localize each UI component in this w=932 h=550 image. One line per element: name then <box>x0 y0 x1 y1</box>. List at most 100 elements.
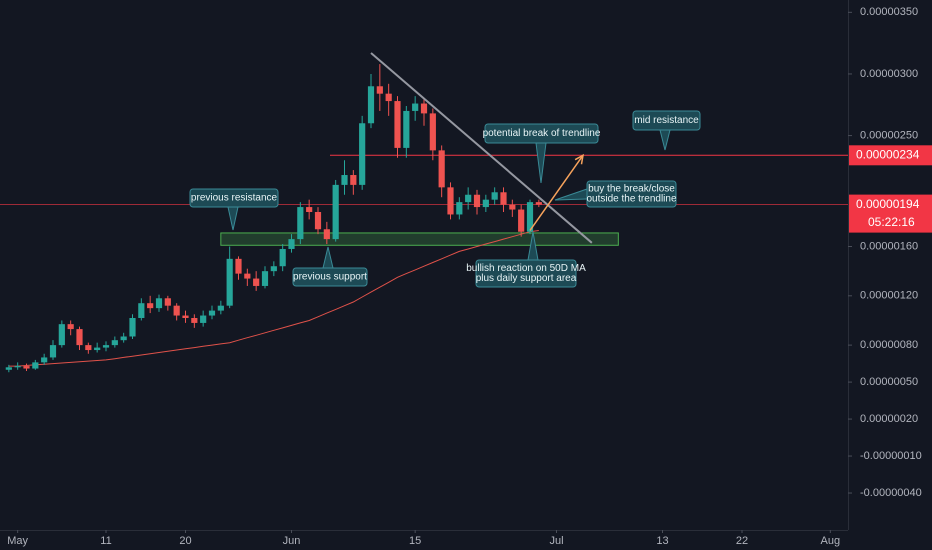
candle-body <box>164 298 171 306</box>
y-tick-label: 0.00000160 <box>860 240 918 252</box>
candle-body <box>182 315 189 318</box>
last-price-label: 0.00000194 <box>856 197 920 211</box>
candle-body <box>226 258 233 306</box>
candle-body <box>412 103 419 111</box>
callout: potential break of trendline <box>483 123 601 184</box>
candle-body <box>306 207 313 212</box>
candle-body <box>49 345 57 358</box>
candle-body <box>138 303 145 318</box>
candle-body <box>288 239 295 249</box>
y-tick-label: -0.00000010 <box>860 450 922 462</box>
callout: mid resistance <box>632 110 701 151</box>
callout-pointer <box>527 231 539 261</box>
y-tick-label: 0.00000120 <box>860 290 918 302</box>
candle-body <box>217 305 224 311</box>
candle-body <box>279 248 286 267</box>
candle-body <box>23 366 30 369</box>
candle-body <box>58 324 65 346</box>
candle-body <box>341 175 348 185</box>
candle-body <box>208 310 216 316</box>
candle-body <box>67 324 74 330</box>
candle-body <box>297 207 304 240</box>
candle-body <box>111 340 118 346</box>
candle-body <box>323 229 330 240</box>
y-tick-label: 0.00000020 <box>860 413 918 425</box>
candle-body <box>147 303 154 309</box>
callout: previous resistance <box>189 188 279 231</box>
callout-box <box>586 180 677 208</box>
y-tick-label: 0.00000350 <box>860 6 918 18</box>
candle-body <box>438 150 445 188</box>
candle-body <box>332 184 339 240</box>
callout-text: mid resistance <box>634 115 699 126</box>
callout-pointer <box>535 142 547 184</box>
candle-body <box>394 101 401 148</box>
candle-body <box>244 273 251 279</box>
level-tag-label: 0.00000234 <box>856 147 920 161</box>
candle-body <box>376 86 383 94</box>
candle-body <box>32 362 39 369</box>
candle-body <box>526 202 534 232</box>
moving-average <box>8 230 539 367</box>
callout-pointer <box>659 129 671 151</box>
callout-text: potential break of trendline <box>483 128 601 139</box>
candle-body <box>473 194 481 208</box>
candle-body <box>359 123 366 185</box>
candle-body <box>155 298 163 309</box>
x-tick-label: Jul <box>549 535 563 547</box>
x-tick-label: Aug <box>821 535 841 547</box>
y-tick-label: -0.00000040 <box>860 487 922 499</box>
candle-body <box>253 278 260 286</box>
callout-text: buy the break/close <box>588 184 675 195</box>
callout-text: outside the trendline <box>586 194 677 205</box>
x-tick-label: 20 <box>179 535 191 547</box>
x-tick-label: Jun <box>283 535 301 547</box>
candle-body <box>102 345 110 348</box>
support-zone <box>220 232 619 246</box>
y-tick-label: 0.00000250 <box>860 129 918 141</box>
arrow-head <box>574 153 584 165</box>
candle-body <box>500 192 507 205</box>
candle-body <box>465 194 472 203</box>
candle-body <box>85 345 92 351</box>
candle-body <box>235 258 242 274</box>
candle-body <box>518 209 525 232</box>
callout-text: bullish reaction on 50D MA <box>466 263 586 274</box>
candle-body <box>76 329 83 346</box>
callout-text: plus daily support area <box>476 273 577 284</box>
candle-body <box>120 336 127 341</box>
x-tick-label: May <box>7 535 28 547</box>
candle-body <box>14 366 21 368</box>
level-tag <box>849 145 932 166</box>
x-tick-label: 22 <box>736 535 748 547</box>
candle-body <box>41 357 48 363</box>
countdown-label: 05:22:16 <box>868 215 915 229</box>
candle-body <box>94 347 101 351</box>
callout-text: previous resistance <box>191 193 278 204</box>
y-tick-label: 0.00000050 <box>860 376 918 388</box>
candle-body <box>261 271 269 286</box>
candle-body <box>350 175 357 185</box>
callout: previous support <box>292 246 368 287</box>
trendline <box>370 52 593 244</box>
candle-body <box>314 212 322 230</box>
candle-body <box>191 318 198 323</box>
candle-body <box>420 103 428 114</box>
callout-pointer <box>227 206 239 231</box>
last-price-tag <box>849 194 932 233</box>
y-tick-label: 0.00000080 <box>860 339 918 351</box>
candle-body <box>491 192 498 200</box>
candle-body <box>509 204 516 210</box>
candle-body <box>482 199 489 208</box>
candle-body <box>129 318 136 337</box>
y-tick-label: 0.00000300 <box>860 68 918 80</box>
candle-body <box>535 202 542 205</box>
candle-body <box>5 367 12 370</box>
candle-body <box>429 113 436 151</box>
candle-body <box>367 86 375 124</box>
callout-box <box>292 267 368 287</box>
candle-body <box>447 187 454 215</box>
